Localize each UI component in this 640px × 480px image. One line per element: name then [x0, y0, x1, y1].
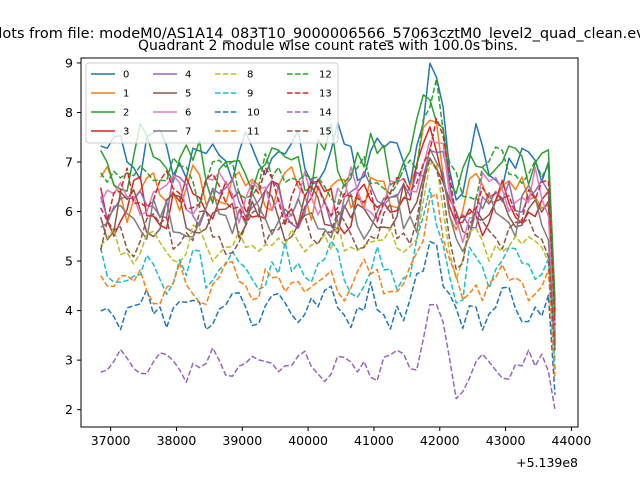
y-tick-label: 9 — [65, 55, 73, 70]
legend-label-15: 15 — [319, 127, 332, 138]
x-tick-label: 39000 — [222, 433, 262, 448]
legend-label-7: 7 — [185, 127, 191, 138]
legend-label-10: 10 — [247, 108, 260, 119]
legend-label-3: 3 — [123, 127, 129, 138]
legend-label-6: 6 — [185, 108, 191, 119]
legend-label-5: 5 — [185, 89, 191, 100]
plot-frame — [80, 57, 579, 428]
axes-ticks — [77, 62, 572, 431]
tick-labels: 37000 38000 39000 40000 41000 42000 43000 44000… — [65, 55, 591, 448]
series-line-4 — [99, 149, 556, 336]
x-tick-label: 38000 — [157, 433, 197, 448]
series-line-14 — [100, 303, 556, 410]
x-tick-label: 37000 — [91, 433, 131, 448]
series-line-11 — [100, 192, 556, 380]
series-line-13 — [100, 117, 556, 326]
series-line-10 — [100, 240, 556, 395]
series-line-5 — [99, 157, 556, 346]
legend-label-0: 0 — [123, 70, 129, 81]
x-tick-label: 44000 — [552, 433, 592, 448]
legend-box — [85, 62, 339, 144]
x-tick-label: 40000 — [288, 433, 328, 448]
series-line-3 — [99, 126, 556, 341]
series-line-8 — [100, 162, 556, 361]
legend-label-12: 12 — [319, 70, 332, 81]
x-tick-label: 43000 — [486, 433, 526, 448]
y-tick-label: 3 — [65, 353, 73, 368]
chart-title: Quadrant 2 module wise count rates with … — [138, 38, 518, 54]
y-tick-label: 2 — [65, 402, 73, 417]
figure-suptitle: Plots from file: modeM0/AS1A14_083T10_90… — [0, 26, 640, 42]
legend-label-14: 14 — [319, 108, 332, 119]
y-tick-label: 5 — [65, 254, 73, 269]
series-line-7 — [100, 147, 556, 351]
series-line-12 — [100, 78, 556, 316]
legend-label-4: 4 — [185, 70, 191, 81]
x-offset-label: +5.139e8 — [516, 455, 578, 470]
legend-label-8: 8 — [247, 70, 253, 81]
legend-label-11: 11 — [247, 127, 260, 138]
plot-series — [99, 62, 556, 410]
y-tick-label: 4 — [65, 303, 73, 318]
x-tick-label: 42000 — [420, 433, 460, 448]
series-line-15 — [99, 157, 556, 351]
x-tick-label: 41000 — [354, 433, 394, 448]
y-tick-label: 6 — [65, 204, 73, 219]
legend-label-9: 9 — [247, 89, 253, 100]
legend-label-13: 13 — [319, 89, 332, 100]
y-tick-label: 8 — [65, 105, 73, 120]
series-line-9 — [99, 187, 556, 371]
legend-label-1: 1 — [123, 89, 129, 100]
legend-label-2: 2 — [123, 108, 129, 119]
y-tick-label: 7 — [65, 155, 73, 170]
